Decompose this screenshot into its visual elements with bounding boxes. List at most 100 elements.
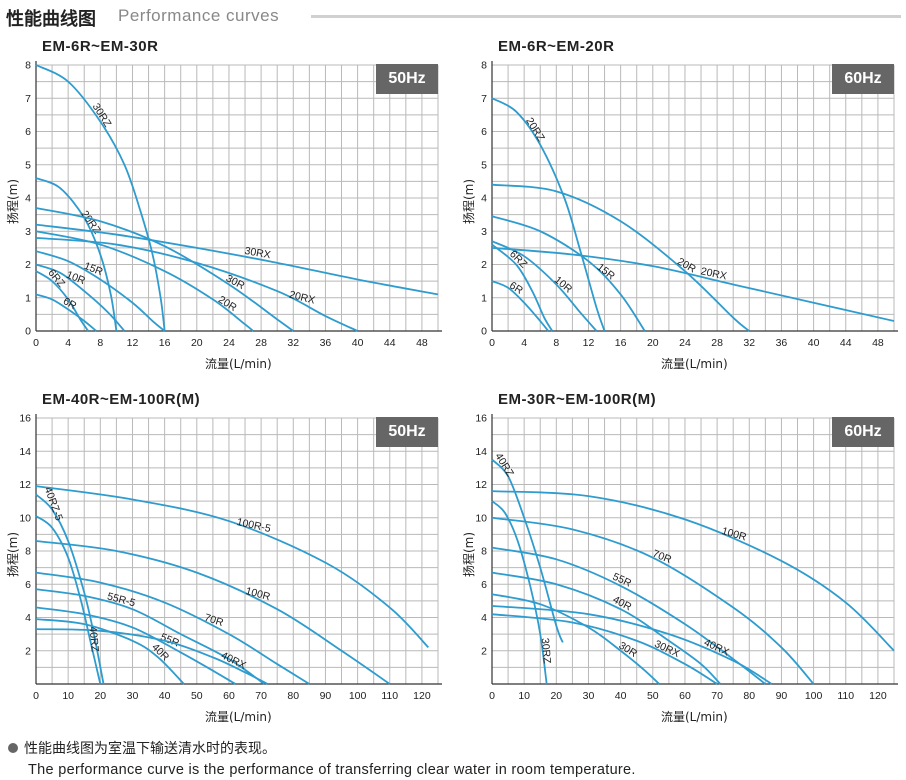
x-axis-label: 流量(L/min) [205, 710, 272, 724]
series-line-100R-5 [35, 485, 429, 649]
y-tick-label: 3 [481, 226, 487, 238]
y-tick-label: 14 [19, 446, 31, 458]
y-tick-label: 0 [481, 326, 487, 338]
x-tick-label: 30 [583, 690, 595, 702]
x-tick-label: 28 [255, 337, 267, 349]
series-label-30RZ: 30RZ [539, 637, 553, 664]
chart-svg-1: 0 4 8 12 16 20 24 28 32 36 40 44 4801234567830RZ20RZ… [25, 60, 442, 349]
series-label-100R-5: 100R-5 [236, 516, 272, 535]
y-tick-label: 4 [481, 193, 487, 205]
x-tick-label: 32 [743, 337, 755, 349]
x-tick-label: 12 [127, 337, 139, 349]
series-line-15R [491, 215, 646, 332]
y-tick-label: 7 [25, 93, 31, 105]
y-axis-label: 扬程(m) [6, 178, 20, 224]
x-tick-label: 90 [776, 690, 788, 702]
series-line-6RZ [491, 243, 554, 332]
series-line-30RZ [491, 500, 548, 685]
page-header: 性能曲线图 Performance curves [6, 2, 901, 30]
x-tick-label: 30 [127, 690, 139, 702]
grid [491, 64, 895, 332]
x-tick-label: 28 [711, 337, 723, 349]
series-line-6RZ [35, 270, 90, 332]
x-tick-label: 40 [808, 337, 820, 349]
series-line-30RX [35, 223, 439, 296]
y-tick-label: 6 [25, 126, 31, 138]
chart-svg-3: 0 10 20 30 40 50 60 70 80 90 100 110 120 2 4 6 8 10 12 14 16… [19, 413, 442, 702]
x-tick-label: 120 [413, 690, 431, 702]
series-label-40RZ: 40RZ [492, 451, 516, 480]
x-tick-label: 50 [191, 690, 203, 702]
chart-panel-3: 0 10 20 30 40 50 60 70 80 90 100 110 120 2 4 6 8 10 12 14 16… [0, 389, 450, 729]
y-tick-label: 8 [25, 60, 31, 72]
x-tick-label: 48 [872, 337, 884, 349]
y-tick-label: 3 [25, 226, 31, 238]
series-line-6R [491, 280, 549, 332]
footer-note: 性能曲线图为室温下输送清水时的表现。 The performance curve… [8, 738, 898, 778]
series-line-100R [35, 540, 391, 685]
series-line-20RX [35, 237, 358, 332]
x-tick-label: 32 [287, 337, 299, 349]
series-label-70R: 70R [651, 548, 674, 566]
y-tick-label: 10 [19, 512, 31, 524]
chart-svg-4: 0 10 20 30 40 50 60 70 80 90 100 110 120 2 4 6 8 10 12 14 16… [475, 413, 898, 702]
frequency-badge: 50Hz [376, 417, 438, 447]
x-tick-label: 24 [679, 337, 691, 349]
series-label-6R: 6R [61, 295, 79, 312]
series-label-40RX: 40RX [219, 650, 248, 672]
x-tick-label: 80 [287, 690, 299, 702]
y-tick-label: 5 [481, 159, 487, 171]
y-tick-label: 6 [481, 126, 487, 138]
chart-panel-1: 0 4 8 12 16 20 24 28 32 36 40 44 48 0 1 2 3 4 5 6 7 8 30RZ 20RZ… [0, 36, 450, 376]
series-line-40R [35, 618, 185, 685]
x-tick-label: 100 [805, 690, 823, 702]
y-tick-label: 4 [25, 612, 31, 624]
series-label-6RZ: 6RZ [507, 248, 530, 271]
header-title-zh: 性能曲线图 [6, 9, 96, 30]
grid [35, 64, 439, 332]
series-line-40RZ [491, 458, 564, 643]
y-tick-label: 4 [481, 612, 487, 624]
x-tick-label: 16 [615, 337, 627, 349]
header-title-en: Performance curves [118, 6, 280, 25]
y-tick-label: 7 [481, 93, 487, 105]
x-tick-label: 36 [776, 337, 788, 349]
x-tick-label: 100 [349, 690, 367, 702]
chart-title: EM-40R~EM-100R(M) [42, 391, 201, 408]
series-line-20R [35, 230, 254, 332]
x-tick-label: 20 [647, 337, 659, 349]
footer-note-en: The performance curve is the performance… [28, 762, 636, 778]
y-tick-label: 8 [25, 546, 31, 558]
y-tick-label: 2 [25, 259, 31, 271]
x-tick-label: 44 [384, 337, 396, 349]
chart-panel-4: 0 10 20 30 40 50 60 70 80 90 100 110 120 2 4 6 8 10 12 14 16… [456, 389, 906, 729]
footer-note-zh-row: 性能曲线图为室温下输送清水时的表现。 [8, 738, 898, 758]
header-divider [311, 15, 901, 18]
x-tick-label: 4 [521, 337, 527, 349]
series-line-20RZ [491, 97, 606, 332]
y-tick-label: 14 [475, 446, 487, 458]
series-line-15R [35, 250, 166, 332]
series-line-30RX [491, 613, 718, 685]
x-tick-label: 36 [320, 337, 332, 349]
series-label-40RX: 40RX [702, 637, 731, 659]
x-tick-label: 40 [615, 690, 627, 702]
frequency-badge: 50Hz [376, 64, 438, 94]
series-line-10R [491, 240, 598, 332]
x-tick-label: 20 [191, 337, 203, 349]
x-tick-label: 8 [553, 337, 559, 349]
x-tick-label: 120 [869, 690, 887, 702]
chart-title: EM-6R~EM-20R [498, 38, 615, 55]
chart-panel-2: 0 4 8 12 16 20 24 28 32 36 40 44 48 0 1 2 3 4 5 6 7 8 20RZ 20R 2… [456, 36, 906, 376]
frequency-badge: 60Hz [832, 417, 894, 447]
y-tick-label: 16 [475, 413, 487, 425]
y-tick-label: 10 [475, 512, 487, 524]
series-line-40RX [35, 628, 268, 685]
series-label-30RZ: 30RZ [90, 101, 114, 130]
x-tick-label: 20 [94, 690, 106, 702]
series-line-30R [35, 207, 294, 332]
x-tick-label: 70 [711, 690, 723, 702]
series-label-30RX: 30RX [244, 245, 272, 261]
x-tick-label: 60 [223, 690, 235, 702]
